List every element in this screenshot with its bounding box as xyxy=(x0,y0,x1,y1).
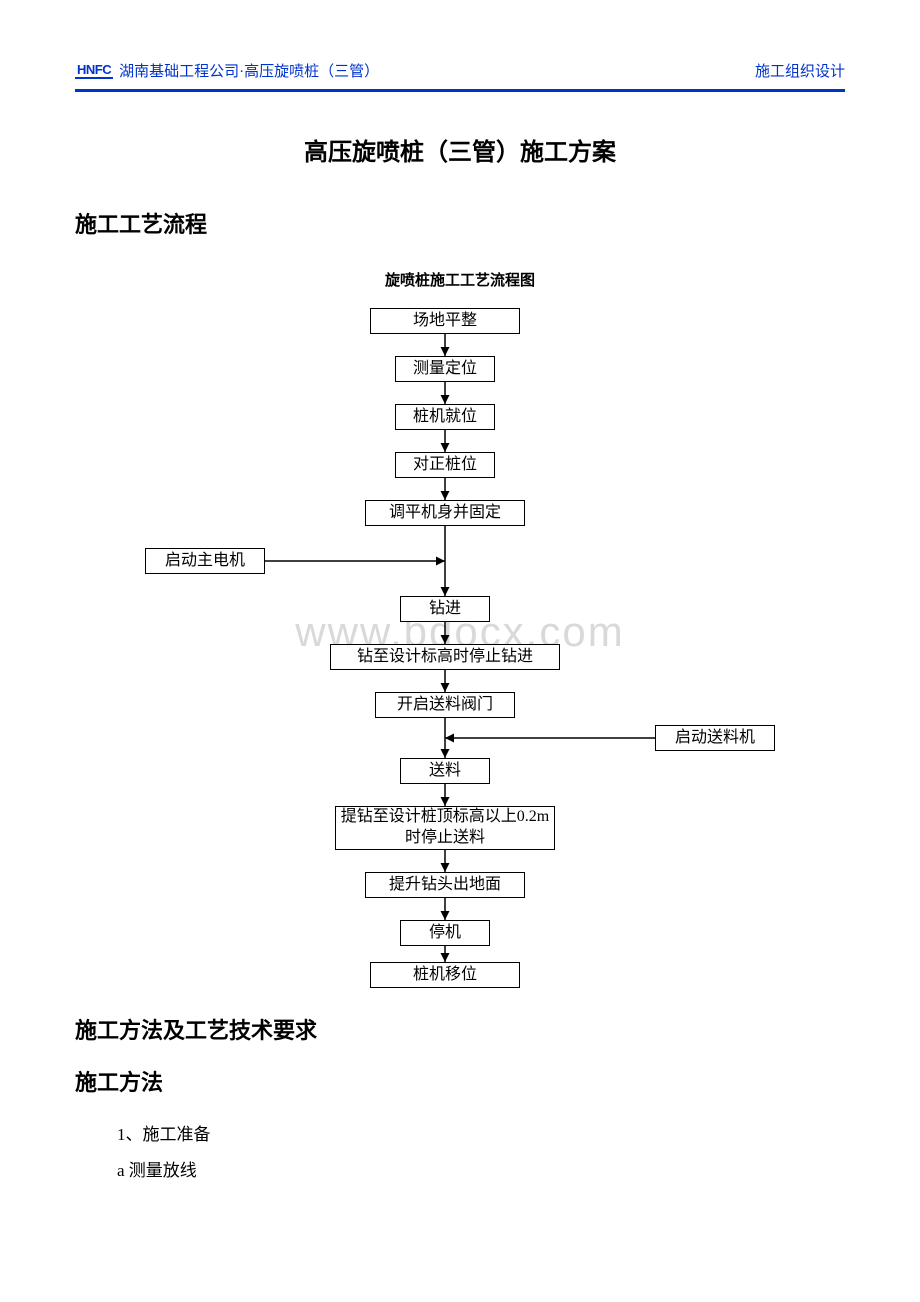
flow-node: 送料 xyxy=(400,758,490,784)
flow-node: 停机 xyxy=(400,920,490,946)
section-heading-method-req: 施工方法及工艺技术要求 xyxy=(75,1013,845,1045)
logo: HNFC xyxy=(75,62,113,79)
flowchart: www.bdocx.com 场地平整测量定位桩机就位对正桩位调平机身并固定启动主… xyxy=(75,308,845,988)
flow-node: 场地平整 xyxy=(370,308,520,334)
flow-node: 钻至设计标高时停止钻进 xyxy=(330,644,560,670)
flow-node: 对正桩位 xyxy=(395,452,495,478)
section-heading-process: 施工工艺流程 xyxy=(75,207,845,239)
flow-node: 调平机身并固定 xyxy=(365,500,525,526)
flow-node: 启动送料机 xyxy=(655,725,775,751)
flow-node: 提升钻头出地面 xyxy=(365,872,525,898)
flow-node: 桩机就位 xyxy=(395,404,495,430)
flow-node: 钻进 xyxy=(400,596,490,622)
body-line: 1、施工准备 xyxy=(117,1117,845,1153)
header-left-text: 湖南基础工程公司·高压旋喷桩（三管） xyxy=(119,60,379,81)
flow-node: 提钻至设计桩顶标高以上0.2m 时停止送料 xyxy=(335,806,555,850)
body-line: a 测量放线 xyxy=(117,1153,845,1189)
page-title: 高压旋喷桩（三管）施工方案 xyxy=(75,132,845,167)
body-text: 1、施工准备 a 测量放线 xyxy=(75,1117,845,1188)
flow-node: 测量定位 xyxy=(395,356,495,382)
page-header: HNFC 湖南基础工程公司·高压旋喷桩（三管） 施工组织设计 xyxy=(75,60,845,81)
flow-node: 开启送料阀门 xyxy=(375,692,515,718)
flowchart-caption: 旋喷桩施工工艺流程图 xyxy=(75,269,845,290)
header-divider xyxy=(75,89,845,92)
header-right-text: 施工组织设计 xyxy=(755,60,845,81)
section-heading-method: 施工方法 xyxy=(75,1065,845,1097)
flow-node: 启动主电机 xyxy=(145,548,265,574)
flow-node: 桩机移位 xyxy=(370,962,520,988)
